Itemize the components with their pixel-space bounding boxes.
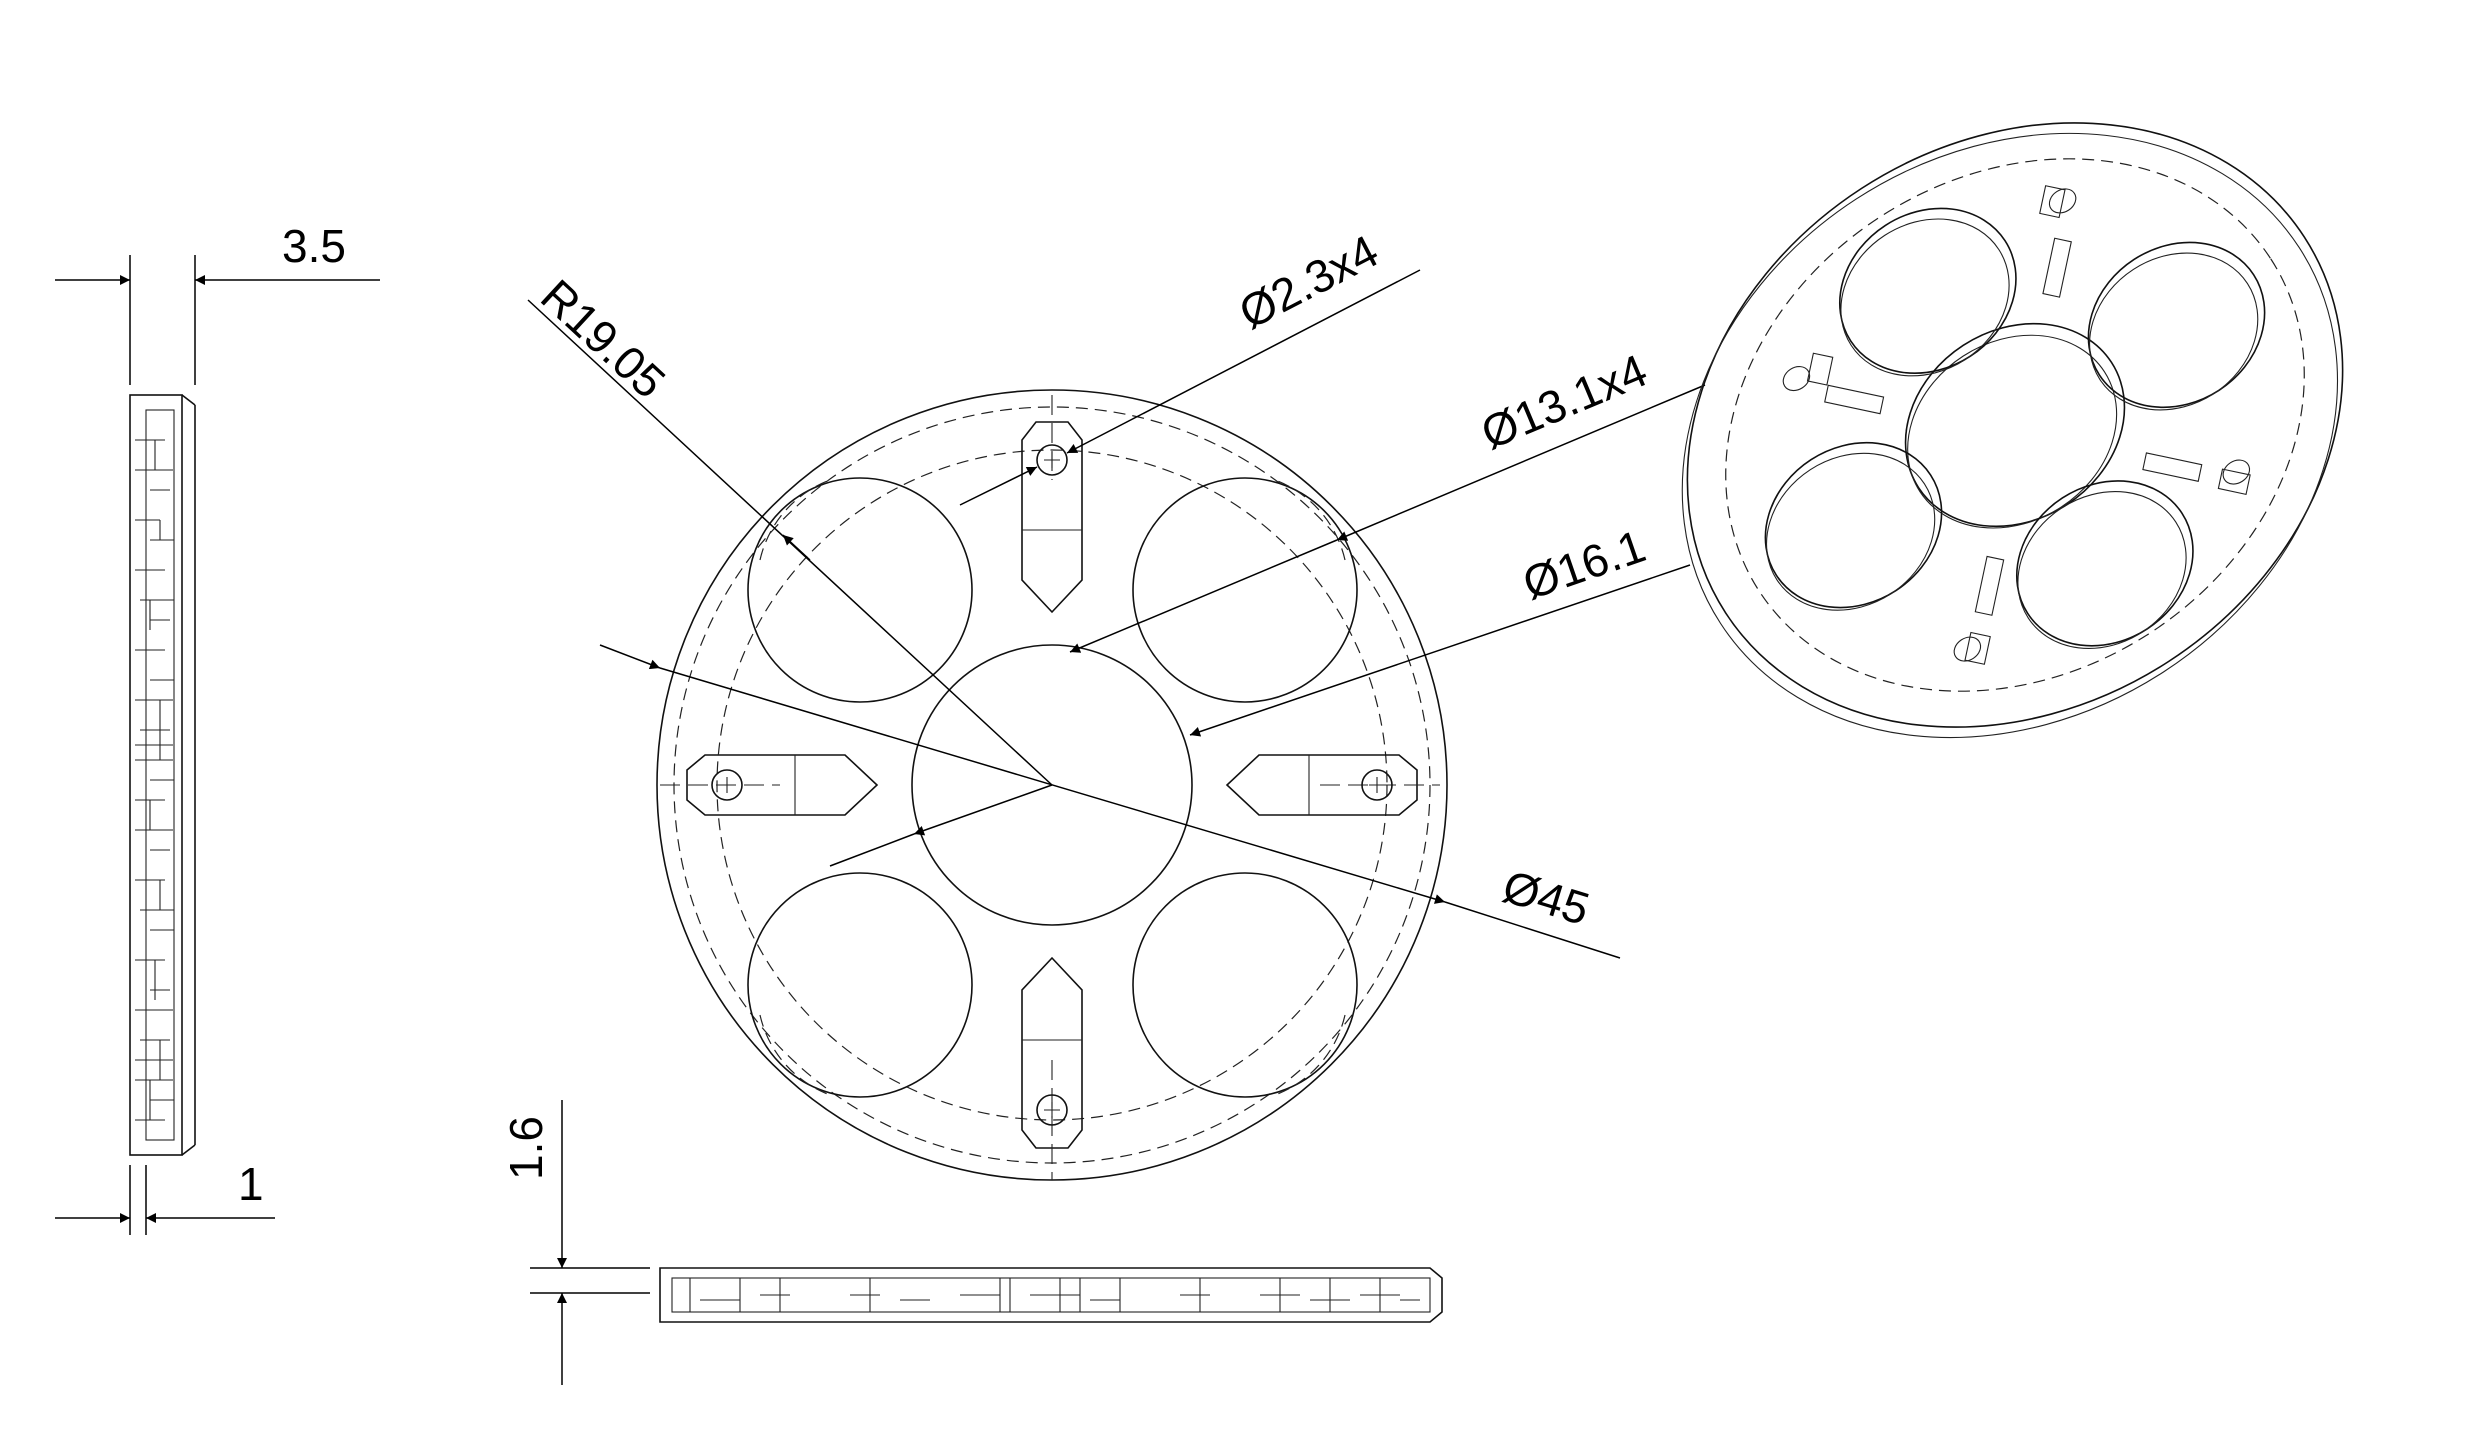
slot-right <box>1225 754 1440 816</box>
slot-left <box>660 754 879 816</box>
dim-label-small-hole: Ø2.3x4 <box>1231 224 1387 338</box>
side-view-left: 3.5 1 <box>55 220 380 1235</box>
iso-lens-hole-1 <box>1764 441 1943 609</box>
dim-label-1: 1 <box>238 1158 264 1210</box>
side-view-internal-lines <box>135 439 174 1121</box>
dim-label-3-5: 3.5 <box>282 220 346 272</box>
isometric-view <box>1681 122 2344 739</box>
screw-hole-left <box>711 769 743 801</box>
dim-label-lens-hole: Ø13.1x4 <box>1474 344 1654 459</box>
iso-lens-hole-2 <box>2087 241 2266 409</box>
screw-hole-bottom <box>1036 1094 1068 1126</box>
dim-outer-diameter: Ø45 <box>599 644 1621 959</box>
side-view-outline <box>129 394 183 1156</box>
dim-plate-height: 1.6 <box>500 1100 650 1385</box>
center-hole <box>911 644 1193 926</box>
lens-hole-bottom-left <box>747 872 973 1098</box>
dim-side-lip: 1 <box>55 1158 275 1235</box>
lens-hole-top-left <box>747 477 973 703</box>
lens-hole-bottom-right <box>1132 872 1358 1098</box>
dim-center-hole: Ø16.1 <box>829 519 1691 867</box>
slot-bottom <box>1021 956 1083 1180</box>
front-view: R19.05 Ø2.3x4 Ø13.1x4 Ø16.1 Ø45 <box>527 224 1706 1181</box>
iso-lens-hole-3 <box>1838 207 2017 375</box>
screw-hole-right <box>1361 769 1393 801</box>
dim-radius: R19.05 <box>527 269 1053 786</box>
iso-outer-ellipse <box>1686 122 2344 728</box>
bottom-view-outline <box>659 1267 1443 1323</box>
dim-label-1-6: 1.6 <box>500 1116 552 1180</box>
lens-hole-top-right <box>1132 477 1358 703</box>
side-view-bottom: 1.6 <box>500 1100 1443 1385</box>
slot-top <box>1021 395 1083 614</box>
dim-lens-hole: Ø13.1x4 <box>1069 344 1706 653</box>
dim-label-radius: R19.05 <box>531 269 675 408</box>
screw-hole-top <box>1036 444 1068 476</box>
dim-small-hole: Ø2.3x4 <box>959 224 1421 506</box>
iso-lens-hole-4 <box>2015 480 2194 647</box>
dim-side-thickness: 3.5 <box>55 220 380 385</box>
dim-label-center-hole: Ø16.1 <box>1516 519 1651 609</box>
iso-slots <box>1782 185 2251 665</box>
